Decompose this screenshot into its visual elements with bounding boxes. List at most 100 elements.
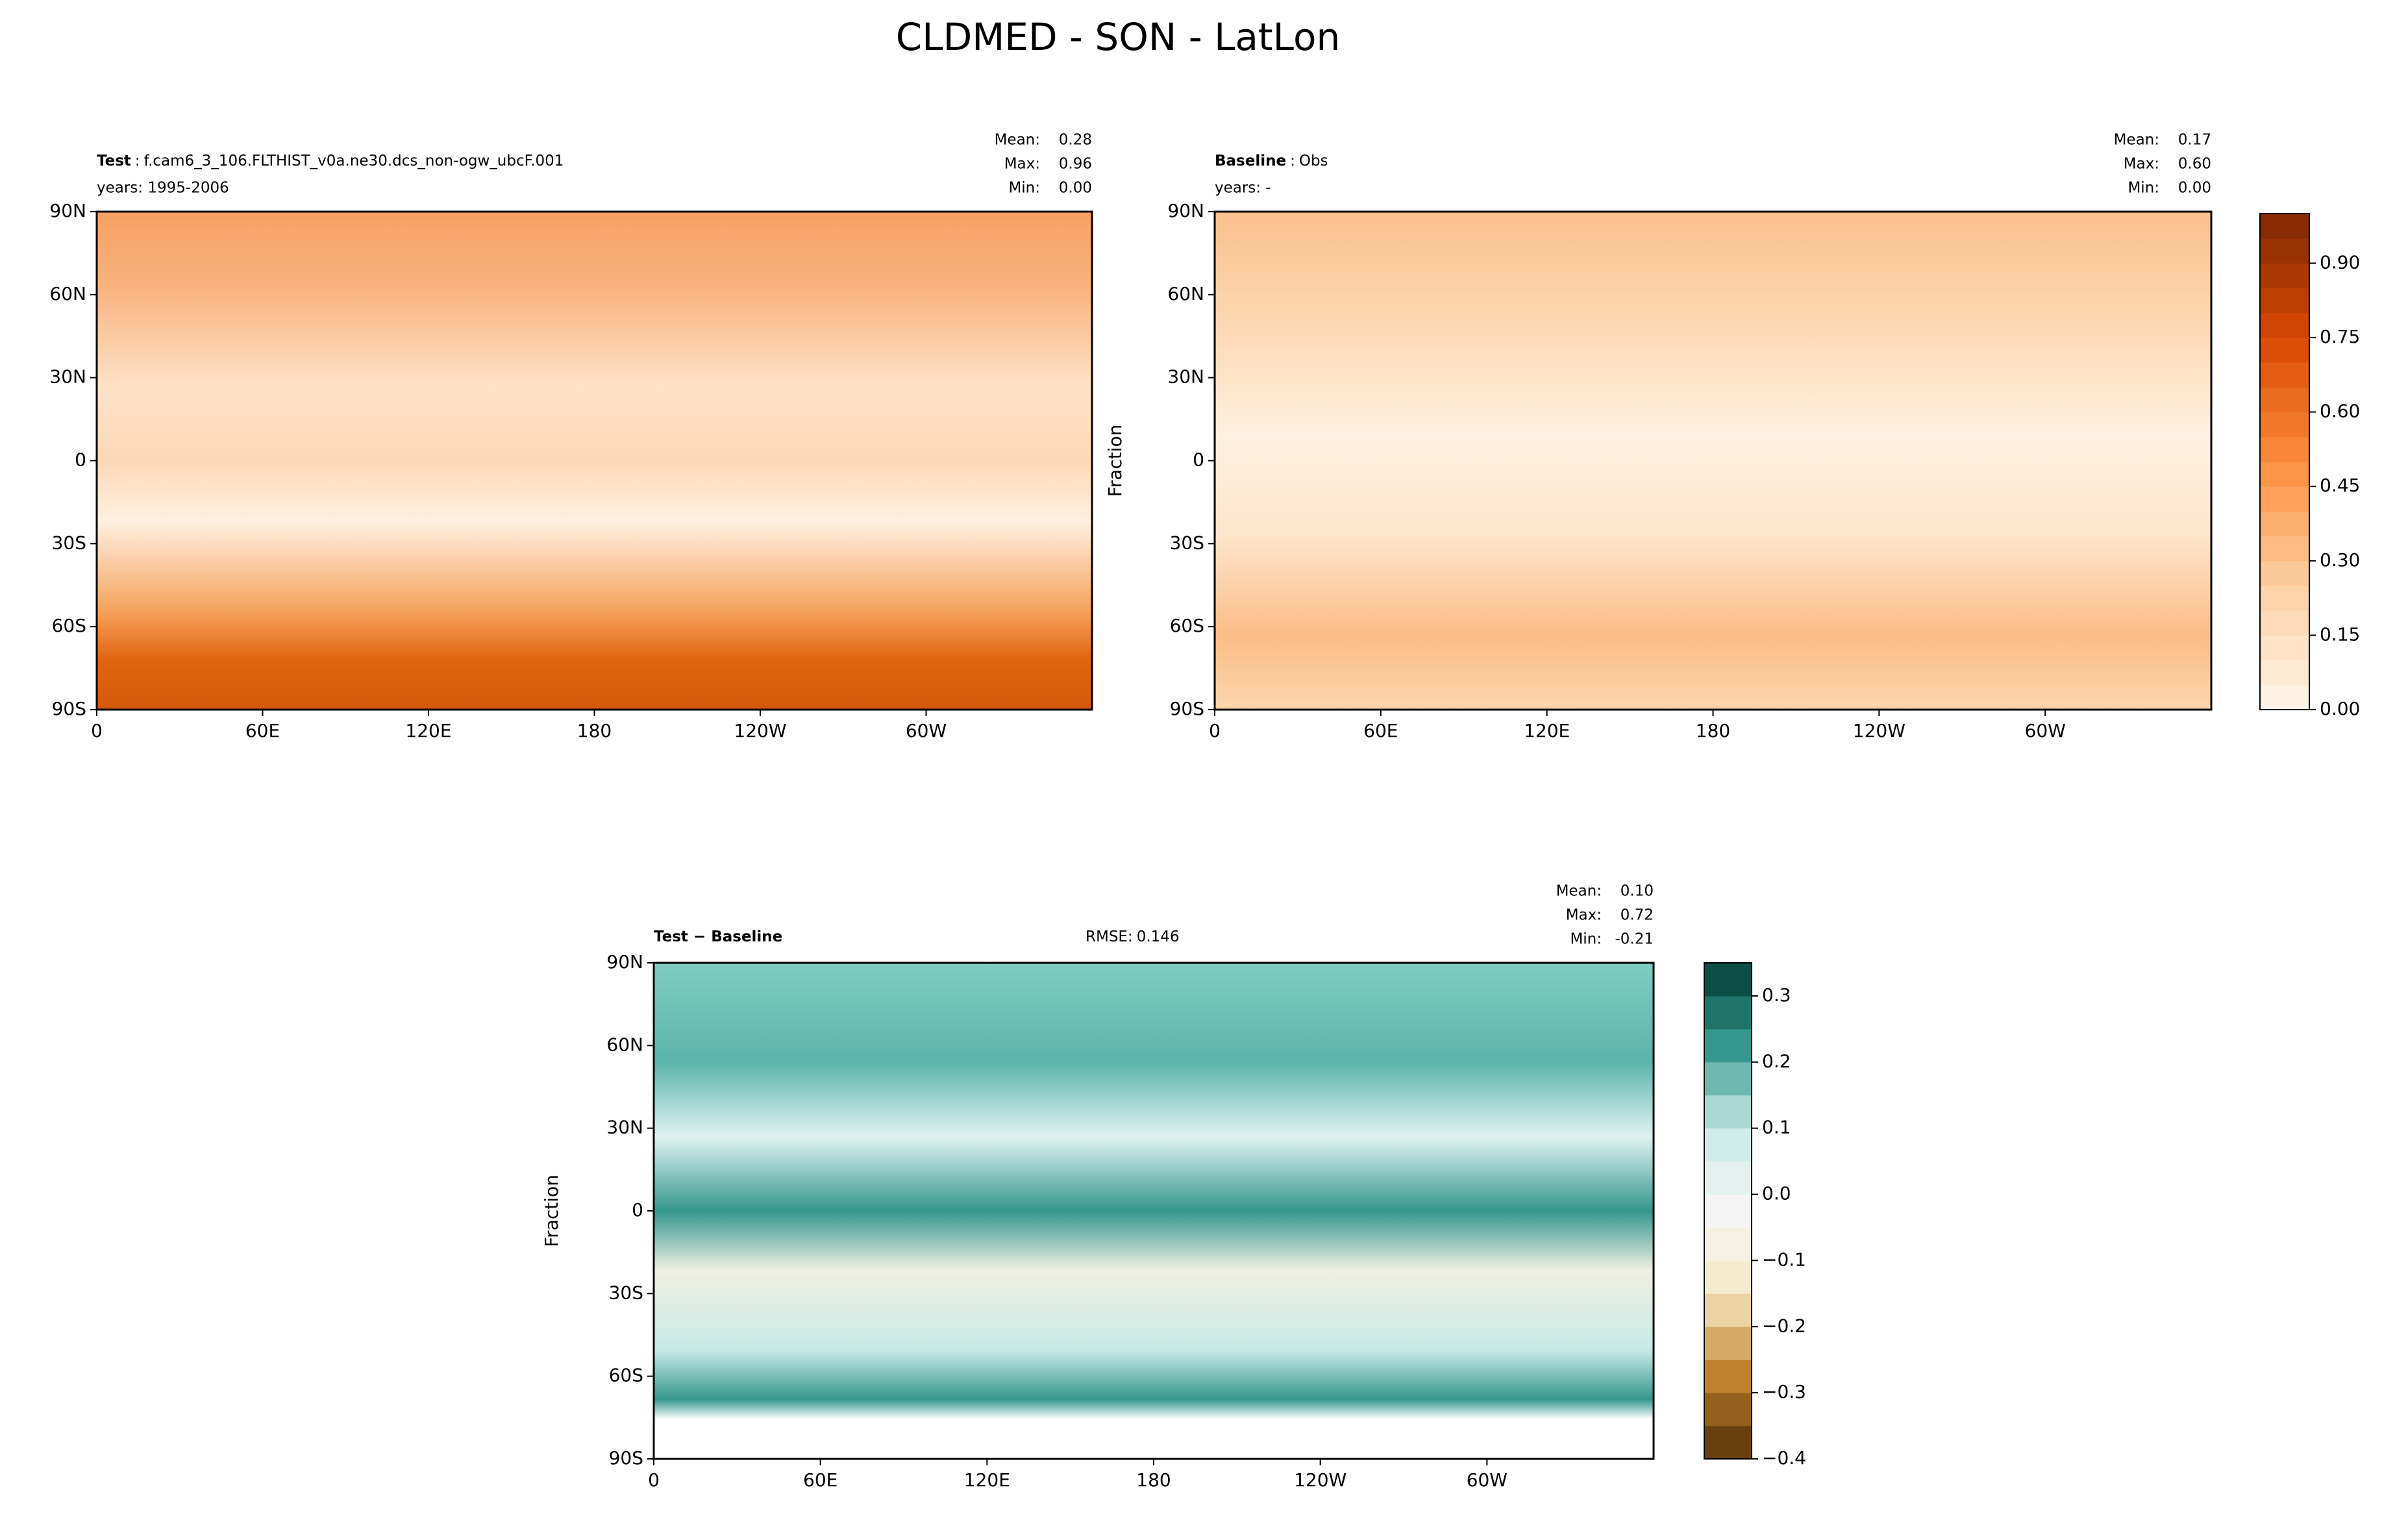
x-tick-label: 0: [648, 1469, 660, 1491]
colorbar-tick-label: 0.90: [2320, 251, 2360, 273]
y-tick-label: 90N: [49, 200, 86, 221]
colorbar-level: [2260, 511, 2309, 537]
colorbar-level: [2260, 214, 2309, 239]
y-tick-label: 60N: [49, 283, 86, 305]
x-tick-label: 0: [1209, 720, 1221, 741]
y-tick-label: 90N: [1167, 200, 1204, 221]
colorbar-level: [1704, 963, 1752, 997]
panel-separator: :: [135, 153, 140, 169]
x-tick-label: 180: [1136, 1469, 1171, 1491]
stat-name: Min:: [1570, 931, 1602, 948]
stat-name: Max:: [1004, 156, 1040, 173]
colorbar-level: [2260, 684, 2309, 710]
colorbar-level: [1704, 1293, 1752, 1327]
colorbar-level: [1704, 1128, 1752, 1162]
colorbar-level: [2260, 238, 2309, 264]
colorbar-tick-label: 0.3: [1762, 984, 1791, 1006]
y-tick-label: 30S: [609, 1282, 643, 1303]
colorbar-level: [1704, 1194, 1752, 1228]
stat-value: 0.96: [1059, 156, 1092, 173]
x-tick-label: 60W: [1467, 1469, 1508, 1491]
y-tick-label: 0: [75, 449, 86, 471]
stat-value: 0.10: [1620, 883, 1654, 900]
y-tick-label: 60N: [606, 1034, 643, 1055]
y-tick-label: 0: [632, 1199, 643, 1221]
stat-name: Min:: [2128, 180, 2159, 197]
map-field: [97, 212, 1092, 710]
colorbar-tick-label: 0.2: [1762, 1050, 1791, 1072]
x-tick-label: 60E: [1363, 720, 1398, 741]
stat-value: 0.60: [2178, 156, 2211, 173]
y-tick-label: 60N: [1167, 283, 1204, 305]
panel-years: years: 1995-2006: [97, 180, 229, 197]
panel-separator: :: [1290, 153, 1295, 169]
colorbar-level: [2260, 560, 2309, 586]
y-tick-label: 90S: [609, 1447, 643, 1469]
colorbar-level: [1704, 1426, 1752, 1460]
colorbar-tick-label: 0.30: [2320, 549, 2360, 571]
colorbar-level: [2260, 263, 2309, 289]
colorbar-level: [2260, 486, 2309, 512]
colorbar-level: [2260, 288, 2309, 314]
colorbar-level: [2260, 635, 2309, 661]
colorbar-tick-label: 0.0: [1762, 1183, 1791, 1204]
y-tick-label: 30S: [52, 532, 86, 553]
colorbar-level: [1704, 1095, 1752, 1129]
y-tick-label: 60S: [609, 1365, 643, 1386]
colorbar-level: [1704, 1161, 1752, 1195]
y-tick-label: 90N: [606, 951, 643, 973]
map-field: [654, 963, 1654, 1459]
colorbar-level: [2260, 660, 2309, 686]
colorbar-level: [2260, 462, 2309, 487]
panel-case: f.cam6_3_106.FLTHIST_v0a.ne30.dcs_non-og…: [144, 153, 564, 169]
colorbar-tick-label: −0.1: [1762, 1249, 1806, 1270]
y-tick-label: 30N: [49, 366, 86, 388]
colorbar-level: [2260, 412, 2309, 438]
y-axis-label: Fraction: [541, 1175, 562, 1247]
x-tick-label: 120E: [1524, 720, 1570, 741]
colorbar-level: [2260, 312, 2309, 338]
colorbar-level: [1704, 1393, 1752, 1426]
y-tick-label: 60S: [52, 615, 86, 636]
x-tick-label: 60W: [2025, 720, 2066, 741]
colorbar-level: [2260, 610, 2309, 636]
map-field: [1215, 212, 2211, 710]
colorbar-level: [2260, 436, 2309, 462]
colorbar-tick-label: 0.15: [2320, 623, 2360, 645]
y-tick-label: 30N: [1167, 366, 1204, 388]
colorbar-tick-label: −0.2: [1762, 1315, 1806, 1336]
stat-value: -0.21: [1615, 931, 1654, 948]
y-tick-label: 0: [1193, 449, 1204, 471]
colorbar-tick-label: 0.60: [2320, 401, 2360, 422]
colorbar-level: [1704, 995, 1752, 1030]
stat-value: 0.28: [1059, 132, 1092, 149]
stat-name: Min:: [1008, 180, 1040, 197]
y-tick-label: 90S: [1170, 698, 1204, 719]
colorbar-level: [1704, 1360, 1752, 1393]
x-tick-label: 60E: [803, 1469, 838, 1491]
colorbar-tick-label: 0.00: [2320, 698, 2360, 719]
panel-label: Test: f.cam6_3_106.FLTHIST_v0a.ne30.dcs_n…: [97, 153, 564, 169]
panel-label: Test − Baseline: [654, 928, 782, 945]
colorbar-level: [1704, 1326, 1752, 1360]
colorbar-tick-label: 0.45: [2320, 475, 2360, 496]
colorbar-level: [2260, 536, 2309, 562]
y-tick-label: 90S: [52, 698, 86, 719]
panel-name: Test − Baseline: [654, 928, 782, 945]
x-tick-label: 0: [91, 720, 103, 741]
panel-years: years: -: [1215, 180, 1271, 197]
colorbar-level: [2260, 338, 2309, 363]
y-tick-label: 30N: [606, 1117, 643, 1138]
colorbar-level: [1704, 1227, 1752, 1261]
x-tick-label: 60E: [245, 720, 280, 741]
y-tick-label: 30S: [1170, 532, 1204, 553]
colorbar-tick-label: −0.3: [1762, 1381, 1806, 1402]
stat-value: 0.00: [1059, 180, 1092, 197]
stat-name: Mean:: [2114, 132, 2159, 149]
colorbar-tick-label: 0.75: [2320, 326, 2360, 347]
rmse-value: 0.146: [1137, 928, 1180, 945]
colorbar-level: [1704, 1028, 1752, 1063]
colorbar-level: [2260, 387, 2309, 413]
stat-value: 0.00: [2178, 180, 2211, 197]
